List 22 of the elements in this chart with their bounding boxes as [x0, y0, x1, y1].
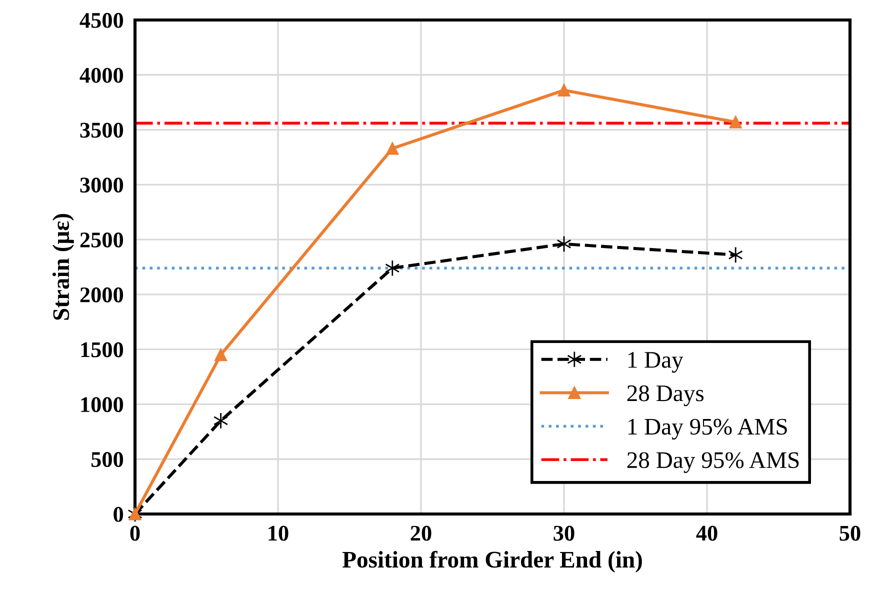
legend-label: 28 Days: [627, 385, 704, 406]
x-tick-label: 50: [840, 526, 860, 541]
y-tick-label: 3000: [80, 178, 124, 193]
y-tick-label: 500: [91, 452, 124, 468]
legend-label: 28 Day 95% AMS: [627, 452, 799, 473]
y-tick-label: 2000: [80, 287, 124, 302]
legend-label: 1 Day 95% AMS: [628, 418, 787, 440]
y-tick-label: 4000: [80, 68, 124, 83]
x-tick-label: 30: [554, 526, 574, 541]
x-axis-title: Position from Girder End (in): [342, 550, 642, 572]
x-tick-label: 40: [696, 526, 718, 541]
y-tick-label: 4500: [80, 12, 124, 28]
y-tick-label: 1000: [81, 397, 124, 412]
x-tick-label: 0: [130, 526, 140, 541]
y-tick-label: 3500: [80, 122, 124, 138]
legend-label: 1 Day: [628, 352, 684, 373]
x-tick-label: 20: [410, 526, 432, 541]
y-tick-label: 1500: [81, 342, 124, 358]
y-tick-label: 0: [114, 506, 124, 522]
y-tick-label: 2500: [80, 232, 124, 248]
x-tick-label: 10: [268, 526, 288, 541]
y-axis-title: Strain (με): [52, 214, 74, 320]
